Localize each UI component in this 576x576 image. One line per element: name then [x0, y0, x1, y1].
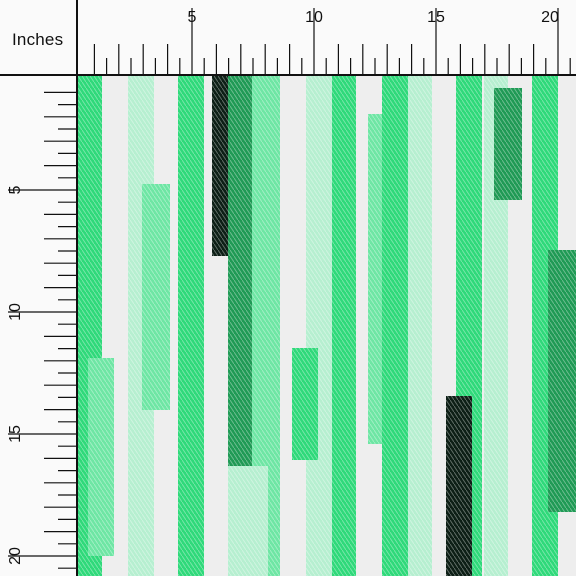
ruler-number-5-vertical: 5	[7, 185, 24, 194]
ruler-number-20-vertical: 20	[7, 547, 24, 565]
fabric-print	[78, 76, 576, 576]
ruler-number-15: 15	[427, 9, 445, 26]
horizontal-ruler-graphic: 5 10 15 20	[78, 8, 576, 76]
ruler-number-10: 10	[305, 9, 323, 26]
brush-texture	[332, 76, 356, 576]
ruler-corner: Inches	[0, 0, 78, 76]
vertical-ruler-ticks	[8, 91, 78, 569]
brush-texture	[228, 76, 252, 466]
vertical-ruler: 5 10 15 20	[0, 76, 78, 576]
brush-texture	[548, 250, 576, 512]
brush-texture	[494, 88, 522, 200]
units-label: Inches	[12, 30, 64, 49]
brush-stripes	[78, 76, 576, 576]
brush-texture	[382, 76, 408, 576]
brush-texture	[228, 466, 268, 576]
vertical-ruler-graphic: 5 10 15 20	[7, 76, 78, 576]
fabric-pattern	[78, 76, 576, 576]
brush-texture	[88, 358, 114, 556]
horizontal-ruler: 5 10 15 20	[78, 0, 576, 76]
horizontal-ruler-ticks	[93, 8, 571, 76]
ruler-number-20: 20	[541, 9, 559, 26]
brush-texture	[446, 396, 472, 576]
brush-texture	[292, 348, 318, 460]
ruler-number-15-vertical: 15	[7, 425, 24, 443]
brush-texture	[306, 76, 332, 576]
brush-texture	[178, 76, 204, 576]
brush-texture	[408, 76, 432, 576]
brush-texture	[142, 184, 170, 410]
ruler-number-5: 5	[188, 9, 197, 26]
ruler-number-10-vertical: 10	[7, 303, 24, 321]
